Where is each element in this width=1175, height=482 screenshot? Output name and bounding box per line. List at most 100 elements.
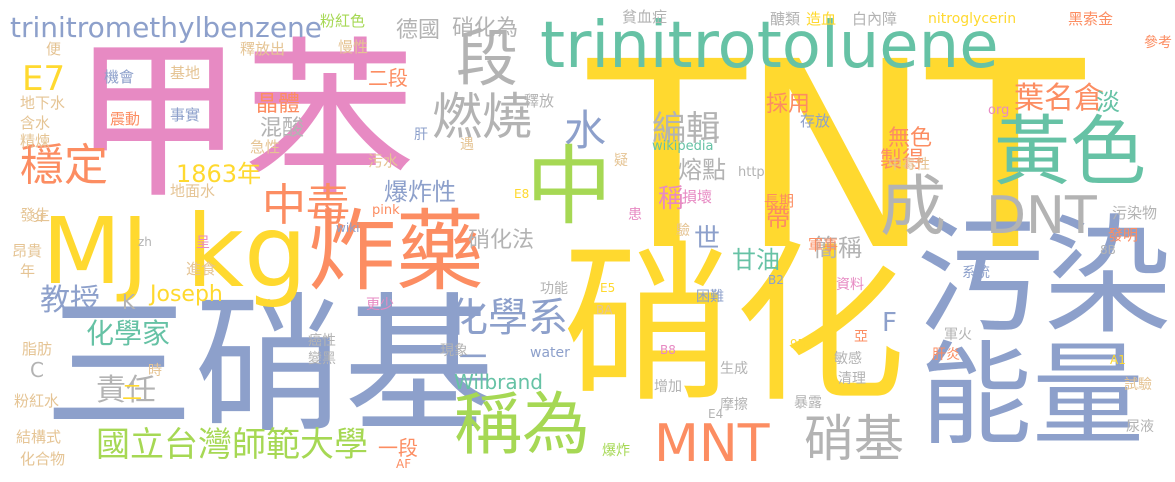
word-hanshui: 含水 (20, 114, 51, 132)
word-trinitromethylbenzene: trinitromethylbenzene (10, 11, 323, 44)
word-zhongduxing: 中毒性 (888, 157, 930, 173)
word-deguo: 德國 (396, 18, 441, 43)
word-http: http (738, 165, 765, 180)
word-a1: A1 (1110, 353, 1126, 367)
word-heisuojin: 黑索金 (1068, 10, 1114, 28)
word-yiduan: 一段 (378, 436, 418, 460)
word-jidi: 基地 (170, 64, 201, 82)
word-changqi: 長期 (764, 192, 795, 210)
word-mocha: 摩擦 (720, 397, 748, 413)
word-jiancheng: 簡稱 (814, 234, 862, 262)
word-anggui: 昂貴 (12, 242, 43, 260)
word-e8: E8 (514, 187, 530, 201)
word-xianxiang: 現象 (440, 343, 468, 359)
word-jiegoushi: 結構式 (16, 428, 62, 446)
word-yu: 遇 (460, 137, 474, 153)
word-san: 三 (456, 349, 490, 389)
word-qingli: 清理 (838, 371, 866, 387)
word-baineizhang: 白內障 (852, 10, 898, 28)
word-bianji: 編輯 (652, 109, 720, 149)
word-wending: 穩定 (20, 140, 108, 191)
word-aixing: 癌性 (308, 333, 336, 349)
word-jingti: 晶體 (256, 92, 301, 117)
word-sanxiaoji: 三硝基 (44, 280, 495, 454)
word-k: K (122, 290, 136, 314)
word-dan: 淡 (1096, 88, 1120, 116)
word-gan: 肝 (414, 127, 428, 143)
word-huangse: 黃色 (994, 107, 1146, 196)
word-wuranwu: 污染物 (1112, 204, 1158, 222)
word-kg: kg (186, 193, 308, 310)
word-chengwei: 稱為 (454, 386, 591, 465)
word-sunhuai: 損壞 (682, 188, 713, 206)
word-b2: B2 (768, 273, 784, 287)
word-ganyan: 肝炎 (932, 347, 960, 363)
word-dimianshui: 地面水 (170, 182, 216, 200)
word-zhongdu: 中毒 (262, 180, 350, 231)
word-zhendong: 震動 (110, 110, 141, 128)
word-erduan: 二段 (368, 66, 408, 90)
word-shui: 水 (564, 106, 607, 155)
word-huahewu: 化合物 (20, 450, 66, 468)
word-shengcheng: 生成 (720, 361, 748, 377)
word-junhuo: 軍火 (944, 327, 972, 343)
word-wushui: 污水 (368, 152, 399, 170)
word-yan: 驗 (676, 223, 690, 239)
word-baozhaxing: 爆炸性 (384, 178, 456, 206)
word-af: AF (396, 457, 412, 471)
word-mnt: MNT (654, 414, 770, 474)
word-yemingcang: 葉名倉 (1014, 81, 1104, 116)
word-huan: 患 (628, 207, 642, 223)
word-hunsuan: 混酸 (260, 116, 305, 141)
word-org: org (988, 103, 1010, 118)
word-er: 二 (122, 380, 142, 404)
word-fasheng: 發生 (20, 206, 51, 224)
word-duan: 段 (456, 22, 519, 95)
word-dnt: DNT (986, 186, 1097, 246)
word-jihui: 機會 (104, 68, 135, 86)
word-xitong: 系統 (962, 265, 990, 281)
word-wuse: 無色 (888, 126, 933, 151)
word-xiaohua-horizontal: 硝化 (562, 225, 906, 426)
word-fenhongshui: 粉紅水 (14, 392, 60, 410)
word-wuran: 污染 (916, 203, 1173, 352)
word-zengjia: 增加 (654, 379, 682, 395)
word-tanglei: 醣類 (770, 10, 801, 28)
word-b8: B8 (660, 343, 676, 357)
word-nengliang: 能量 (920, 331, 1144, 461)
word-9d: 9D (790, 337, 807, 351)
word-cheng2: 稱 (658, 184, 685, 214)
word-jixing: 急性 (250, 138, 281, 156)
word-niaoye: 尿液 (1126, 419, 1154, 435)
word-zeren: 責任 (96, 373, 156, 408)
word-bianhei: 變黑 (308, 351, 336, 367)
word-jinshi: 進食 (186, 260, 217, 278)
word-kunnan: 困難 (696, 289, 724, 305)
word-shishi: 事實 (170, 106, 201, 124)
word-gongneng: 功能 (540, 281, 568, 297)
word-shifangchu: 釋放出 (240, 40, 286, 58)
word-zhong: 中 (526, 137, 612, 237)
word-8b: 8B (1100, 243, 1116, 257)
word-cunfang: 存放 (800, 112, 831, 130)
word-yi: 疑 (614, 153, 628, 169)
word-shifang: 釋放 (524, 92, 555, 110)
word-wilbrand: Wilbrand (454, 370, 543, 394)
word-rongdian: 熔點 (678, 156, 726, 184)
word-1863: 1863年 (176, 160, 262, 188)
word-mj: MJ (42, 198, 149, 305)
word-pink: pink (372, 203, 400, 218)
word-ranshao: 燃燒 (432, 88, 532, 146)
word-baozha: 爆炸 (602, 443, 630, 459)
word-fenhongse: 粉紅色 (320, 12, 366, 30)
word-ba: BA (596, 303, 613, 317)
word-cheng3: 呈 (196, 235, 210, 251)
word-cankao: 參考 (1144, 35, 1172, 51)
word-mingan: 敏感 (834, 351, 862, 367)
word-gengshao: 更少 (366, 297, 394, 313)
word-e5: E5 (600, 281, 616, 295)
word-jiaoshou: 教授 (40, 283, 100, 318)
word-trinitrotoluene: trinitrotoluene (540, 9, 999, 83)
word-xiaoji: 硝基 (804, 410, 904, 468)
